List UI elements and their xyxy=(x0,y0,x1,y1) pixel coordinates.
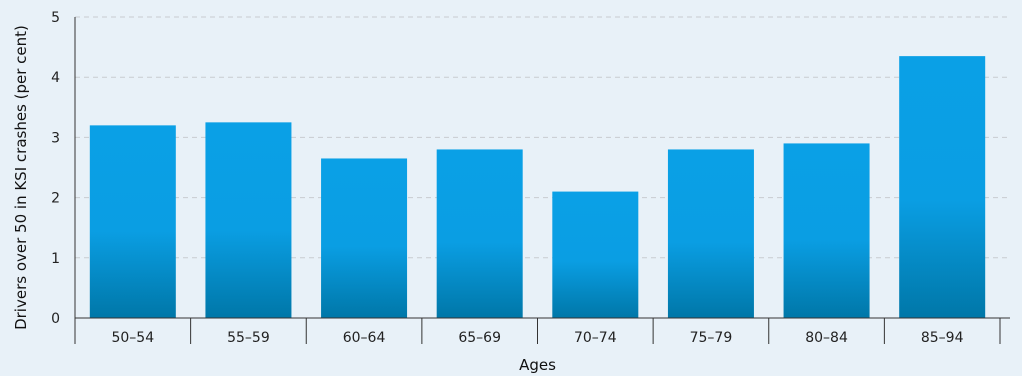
y-tick-label: 1 xyxy=(51,251,60,267)
bar xyxy=(321,158,408,318)
bar xyxy=(205,122,292,318)
x-tick-label: 75–79 xyxy=(690,330,733,346)
y-tick-label: 0 xyxy=(51,311,60,327)
y-tick-label: 3 xyxy=(51,130,60,146)
bar xyxy=(667,149,754,318)
bars xyxy=(89,56,986,318)
bar xyxy=(783,143,870,318)
x-tick-label: 85–94 xyxy=(921,330,964,346)
x-tick-label: 80–84 xyxy=(805,330,848,346)
x-axis-title: Ages xyxy=(519,356,556,374)
x-tick-label: 55–59 xyxy=(227,330,270,346)
bar xyxy=(436,149,523,318)
y-tick-label: 2 xyxy=(51,191,60,207)
x-tick-label: 60–64 xyxy=(343,330,386,346)
axes: 0 1 2 3 4 5 50–54 55–59 60–64 65–69 70–74 75–79 80–8… xyxy=(51,10,1010,346)
bar xyxy=(552,191,639,318)
x-tick-label: 70–74 xyxy=(574,330,617,346)
x-tick-label: 50–54 xyxy=(111,330,154,346)
x-tick-label: 65–69 xyxy=(458,330,501,346)
y-axis-title: Drivers over 50 in KSI crashes (per cent… xyxy=(12,25,30,330)
bar xyxy=(899,56,986,318)
bar xyxy=(89,125,176,318)
y-tick-label: 4 xyxy=(51,70,60,86)
y-tick-label: 5 xyxy=(51,10,60,26)
